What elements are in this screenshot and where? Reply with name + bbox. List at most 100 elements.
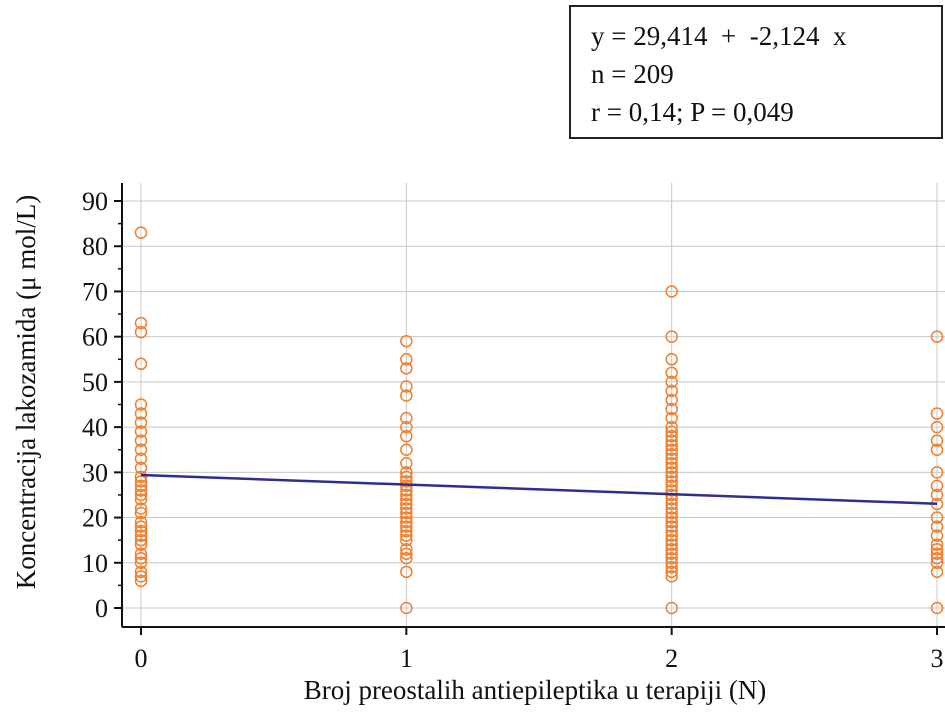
data-point — [665, 538, 678, 551]
data-point — [400, 547, 413, 560]
data-point — [930, 407, 944, 420]
data-point — [400, 389, 413, 402]
y-ticks: 0 10 20 30 40 50 60 70 80 90 — [82, 187, 122, 623]
data-point — [400, 511, 413, 524]
data-point — [134, 452, 148, 466]
y-tick-label: 60 — [82, 323, 108, 352]
data-point — [665, 515, 678, 529]
data-point — [134, 520, 148, 533]
data-point — [665, 384, 678, 398]
data-point — [665, 570, 678, 583]
data-point — [930, 565, 944, 579]
data-point — [400, 443, 413, 456]
data-point — [134, 434, 148, 447]
data-point — [400, 334, 413, 348]
data-point — [400, 466, 413, 479]
data-point — [400, 457, 413, 470]
data-point — [400, 380, 413, 393]
y-axis-label: Koncentracija lakozamida (μ mol/L) — [11, 195, 41, 590]
data-point — [400, 515, 413, 529]
y-tick-label: 10 — [82, 549, 108, 578]
data-point — [665, 443, 678, 456]
data-point — [134, 226, 148, 239]
data-point — [400, 552, 413, 565]
data-point — [930, 547, 944, 560]
regression-stats-box: y = 29,414 + -2,124 x n = 209 r = 0,14; … — [569, 5, 943, 139]
data-point — [134, 547, 148, 560]
data-point — [400, 533, 413, 547]
grid-lines — [122, 183, 945, 627]
regression-line — [140, 473, 938, 506]
data-point — [665, 438, 678, 452]
axes — [121, 183, 945, 628]
data-point — [665, 393, 678, 407]
correlation-stats: r = 0,14; P = 0,049 — [591, 97, 794, 127]
data-point — [400, 506, 413, 520]
y-tick-label: 0 — [95, 594, 108, 623]
data-point — [134, 552, 148, 565]
data-point — [134, 407, 148, 420]
data-point — [134, 574, 148, 588]
data-point — [665, 502, 678, 515]
data-point — [665, 434, 678, 447]
data-point — [134, 493, 148, 506]
x-tick-label: 2 — [665, 644, 678, 673]
data-point — [134, 515, 148, 529]
data-point — [400, 362, 413, 375]
data-point — [665, 366, 678, 380]
data-point — [400, 353, 413, 366]
data-point — [665, 470, 678, 484]
data-point — [134, 461, 148, 475]
data-point — [665, 506, 678, 520]
data-point — [930, 529, 944, 542]
data-point — [400, 524, 413, 538]
data-point — [134, 479, 148, 493]
data-point — [400, 542, 413, 556]
data-point — [400, 529, 413, 542]
data-point — [400, 475, 413, 488]
data-point — [400, 601, 413, 615]
data-point — [665, 479, 678, 493]
data-point — [134, 416, 148, 429]
data-point — [930, 552, 944, 565]
data-point — [665, 475, 678, 488]
data-point — [134, 538, 148, 551]
data-point — [665, 447, 678, 461]
data-point — [134, 529, 148, 542]
data-point — [134, 488, 148, 502]
data-point — [665, 457, 678, 470]
data-point — [665, 330, 678, 343]
data-point — [930, 542, 944, 556]
data-point — [930, 420, 944, 434]
data-point — [930, 443, 944, 456]
data-point — [665, 497, 678, 511]
data-point — [665, 561, 678, 574]
data-point — [665, 402, 678, 416]
x-tick-label: 0 — [135, 644, 148, 673]
data-point — [134, 533, 148, 547]
data-point — [665, 484, 678, 497]
y-tick-label: 30 — [82, 458, 108, 487]
data-point — [134, 316, 148, 330]
data-point — [134, 484, 148, 497]
data-point — [665, 411, 678, 425]
data-point — [665, 552, 678, 565]
data-point — [134, 398, 148, 411]
y-tick-label: 40 — [82, 413, 108, 442]
data-point — [665, 466, 678, 479]
data-point — [665, 547, 678, 560]
data-point — [665, 425, 678, 438]
data-point — [134, 357, 148, 371]
y-tick-label: 80 — [82, 232, 108, 261]
data-point — [400, 470, 413, 484]
data-point — [930, 538, 944, 551]
y-tick-label: 90 — [82, 187, 108, 216]
data-point — [134, 502, 148, 515]
data-point — [665, 542, 678, 556]
data-point — [930, 479, 944, 493]
data-point — [134, 556, 148, 570]
data-point — [134, 565, 148, 579]
data-point — [665, 511, 678, 524]
data-point — [400, 429, 413, 443]
data-point — [930, 466, 944, 479]
